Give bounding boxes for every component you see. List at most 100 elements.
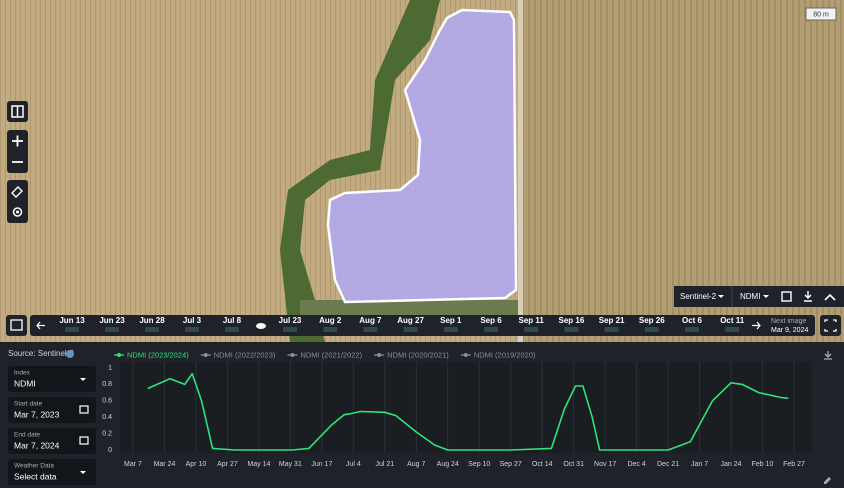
map[interactable]: 80 m: [0, 0, 844, 342]
cloud-badge: [65, 327, 79, 332]
x-tick-label: Aug 7: [407, 461, 425, 468]
cloud-badge: [604, 327, 619, 332]
x-tick-label: Mar 24: [154, 461, 176, 468]
y-tick-label: 0: [108, 447, 112, 454]
timeline-date[interactable]: Jul 23: [279, 316, 302, 325]
legend-dot: [290, 353, 295, 357]
timeline-date[interactable]: Jul 3: [183, 316, 202, 325]
cloud-badge: [443, 327, 458, 332]
legend-entry[interactable]: NDMI (2020/2021): [387, 350, 449, 359]
dropdown-icon: [80, 471, 86, 474]
legend-entry[interactable]: NDMI (2021/2022): [300, 350, 362, 359]
x-tick-label: Mar 7: [124, 461, 142, 468]
field-box[interactable]: [8, 397, 96, 423]
field-label: End date: [14, 432, 40, 439]
field-box[interactable]: [8, 428, 96, 454]
timeline-date[interactable]: Jun 13: [59, 316, 85, 325]
satellite-select[interactable]: Sentinel-2: [680, 292, 717, 301]
field-value: Select data: [14, 471, 57, 481]
cloud-badge: [185, 327, 199, 332]
cloud-badge: [644, 327, 659, 332]
cloud-badge: [685, 327, 699, 332]
legend-entry[interactable]: NDMI (2023/2024): [127, 350, 189, 359]
timeline-date[interactable]: Sep 1: [440, 316, 462, 325]
timeline-date[interactable]: Oct 6: [682, 316, 703, 325]
source-text: Source: Sentinel-2: [8, 349, 74, 358]
timeline-date[interactable]: Aug 27: [397, 316, 424, 325]
y-tick-label: 0.2: [102, 430, 112, 437]
chart: 0 0.2 0.4 0.6 0.8 1 Mar 7 Mar 24 Apr 10 Apr 27 May…: [102, 350, 812, 468]
cloud-badge: [564, 327, 579, 332]
x-tick-label: Nov 17: [594, 461, 616, 468]
field-value: NDMI: [14, 378, 36, 388]
y-tick-label: 0.8: [102, 381, 112, 388]
x-tick-label: May 31: [279, 461, 302, 468]
timeline-date[interactable]: Sep 26: [639, 316, 665, 325]
x-tick-label: Oct 14: [532, 461, 553, 468]
timeline-date[interactable]: Jul 8: [223, 316, 242, 325]
legend-dot: [203, 353, 208, 357]
timeline-date[interactable]: Sep 6: [480, 316, 502, 325]
timeline-date[interactable]: Sep 16: [559, 316, 585, 325]
data-line: [147, 372, 789, 451]
field-value: Mar 7, 2024: [14, 440, 60, 450]
timeline-date[interactable]: Sep 11: [519, 316, 545, 325]
x-tick-label: Jan 24: [721, 461, 742, 468]
timeline-date[interactable]: Sep 21: [599, 316, 625, 325]
x-tick-label: Sep 27: [500, 461, 522, 468]
next-image-date[interactable]: Mar 9, 2024: [771, 327, 808, 334]
calendar-icon: [79, 405, 89, 414]
field-box[interactable]: [8, 459, 96, 485]
y-tick-label: 0.4: [102, 414, 112, 421]
x-tick-label: Oct 31: [563, 461, 584, 468]
field-label: Start date: [14, 401, 43, 408]
timeline-date[interactable]: Jun 28: [139, 316, 165, 325]
timeline-date[interactable]: Jun 23: [99, 316, 125, 325]
cloud-badge: [363, 327, 378, 332]
x-tick-label: Feb 27: [783, 461, 805, 468]
calendar-icon: [79, 436, 89, 445]
timeline-date[interactable]: Aug 7: [359, 316, 382, 325]
cloud-badge: [105, 327, 119, 332]
x-tick-label: Dec 4: [627, 461, 645, 468]
cloud-badge: [145, 327, 159, 332]
field-value: Mar 7, 2023: [14, 409, 60, 419]
dropdown-icon: [80, 378, 86, 381]
x-tick-label: Apr 27: [217, 461, 238, 468]
timeline-date[interactable]: Aug 2: [319, 316, 342, 325]
timeline: Next image Mar 9, 2024 Jun 13 Jun 23 Jun 2…: [6, 315, 841, 336]
x-tick-label: Dec 21: [657, 461, 679, 468]
x-tick-label: Apr 10: [186, 461, 207, 468]
tool-buttons[interactable]: [7, 180, 28, 223]
legend-entry[interactable]: NDMI (2019/2020): [474, 350, 536, 359]
x-tick-label: Jul 21: [375, 461, 394, 468]
legend-entry[interactable]: NDMI (2022/2023): [214, 350, 276, 359]
map-controls: Sentinel-2 NDMI: [674, 286, 844, 307]
y-tick-label: 0.6: [102, 398, 112, 405]
cloud-badge: [403, 327, 418, 332]
legend-dot: [377, 353, 382, 357]
y-tick-label: 1: [108, 365, 112, 372]
x-tick-label: Jun 17: [311, 461, 332, 468]
x-tick-label: Jul 4: [346, 461, 361, 468]
cloud-badge: [283, 327, 297, 332]
cloud-badge: [484, 327, 498, 332]
map-toolbar: [7, 101, 28, 223]
compare-button[interactable]: [781, 291, 792, 302]
timeline-date[interactable]: Oct 11: [720, 316, 745, 325]
cloud-badge: [524, 327, 539, 332]
legend-dot: [117, 353, 121, 357]
field-box[interactable]: [8, 366, 96, 392]
field-label: Index: [14, 370, 31, 377]
cloud-badge: [725, 327, 740, 332]
x-tick-label: Feb 10: [752, 461, 774, 468]
plot-area: [120, 362, 812, 453]
download-button[interactable]: [804, 291, 812, 302]
collapse-button[interactable]: [824, 293, 836, 301]
next-image-label: Next image: [771, 318, 807, 325]
index-select[interactable]: NDMI: [740, 292, 760, 301]
x-tick-label: Aug 24: [437, 461, 459, 468]
x-tick-label: Sep 10: [468, 461, 490, 468]
